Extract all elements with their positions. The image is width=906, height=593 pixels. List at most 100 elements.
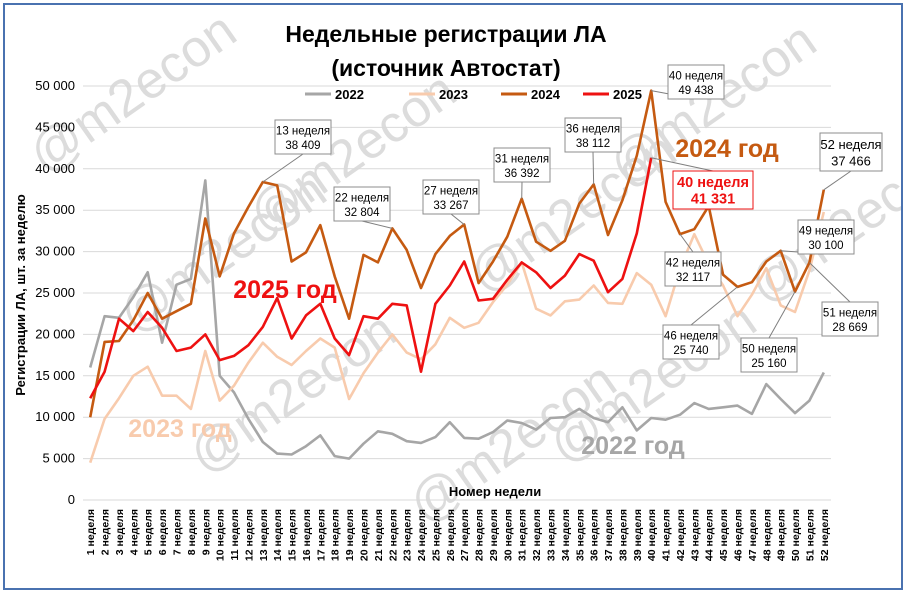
annotation-leader xyxy=(592,151,595,185)
x-tick-label: 46 неделя xyxy=(733,509,745,561)
x-tick-label: 26 неделя xyxy=(445,509,457,561)
annotation-box xyxy=(493,147,551,183)
annotation-week-27-2024: 27 неделя 33 267 xyxy=(422,179,480,225)
annotation-week-label: 50 неделя xyxy=(742,343,796,355)
annotation-box xyxy=(662,324,720,360)
series-line-2025 xyxy=(89,157,653,399)
annotation-value-label: 32 117 xyxy=(676,272,710,284)
big-label-2023-год: 2023 год xyxy=(128,415,232,443)
chart-title-line-1: Недельные регистрации ЛА xyxy=(285,21,606,47)
y-tick-label: 35 000 xyxy=(35,202,75,217)
annotation-week-label: 42 неделя xyxy=(666,257,720,269)
annotation-value-label: 49 438 xyxy=(678,85,713,97)
y-axis-label: Регистрации ЛА, шт. за неделю xyxy=(13,194,28,395)
x-tick-label: 39 неделя xyxy=(632,509,644,561)
x-tick-label: 8 неделя xyxy=(186,509,198,555)
annotation-value-label: 36 392 xyxy=(504,168,539,180)
x-tick-label: 16 неделя xyxy=(301,509,313,561)
x-tick-label: 31 неделя xyxy=(517,509,529,561)
chart-canvas: @m2econ@m2econ@m2econ@m2econ @m2econ@m2ec… xyxy=(13,5,901,561)
x-tick-label: 37 неделя xyxy=(603,509,615,561)
x-tick-label: 45 неделя xyxy=(718,509,730,561)
annotation-box xyxy=(672,170,754,210)
x-tick-label: 35 неделя xyxy=(574,509,586,561)
x-tick-label: 22 неделя xyxy=(387,509,399,561)
x-tick-label: 44 неделя xyxy=(704,509,716,561)
x-tick-label: 24 неделя xyxy=(416,509,428,561)
x-tick-label: 20 неделя xyxy=(359,509,371,561)
annotation-week-50-2024: 50 неделя 25 160 xyxy=(740,291,798,373)
big-label-2024-год: 2024 год xyxy=(675,135,779,163)
annotation-leader xyxy=(768,291,796,339)
x-tick-label: 14 неделя xyxy=(272,509,284,561)
x-tick-label: 40 неделя xyxy=(646,509,658,561)
annotation-value-label: 28 669 xyxy=(832,322,867,334)
x-tick-label: 51 неделя xyxy=(804,509,816,561)
annotation-week-49-2024: 49 неделя 30 100 xyxy=(780,219,855,255)
legend-label-2022: 2022 xyxy=(335,87,364,102)
y-tick-label: 30 000 xyxy=(35,244,75,259)
x-tick-label: 38 неделя xyxy=(617,509,629,561)
y-tick-label: 40 000 xyxy=(35,161,75,176)
x-axis-label: Номер недели xyxy=(449,484,541,499)
y-tick-label: 45 000 xyxy=(35,119,75,134)
annotation-week-13-2024: 13 неделя 38 409 xyxy=(262,119,332,183)
annotation-week-31-2024: 31 неделя 36 392 xyxy=(493,147,551,199)
series-line-2023 xyxy=(88,211,826,464)
x-tick-label: 25 неделя xyxy=(430,509,442,561)
annotations: 13 неделя 38 409 22 неделя 32 804 27 неделя 3… xyxy=(262,64,883,373)
x-tick-label: 49 неделя xyxy=(776,509,788,561)
x-tick-label: 48 неделя xyxy=(761,509,773,561)
annotation-box xyxy=(797,219,855,255)
x-tick-label: 29 неделя xyxy=(488,509,500,561)
x-tick-label: 47 неделя xyxy=(747,509,759,561)
annotation-box xyxy=(667,64,725,100)
annotation-week-46-2024: 46 неделя 25 740 xyxy=(662,286,738,360)
x-tick-label: 6 неделя xyxy=(157,509,169,555)
annotation-week-label: 49 неделя xyxy=(799,225,853,237)
annotation-box xyxy=(740,337,798,373)
x-tick-label: 11 неделя xyxy=(229,509,241,561)
x-tick-label: 7 неделя xyxy=(172,509,184,555)
annotation-week-51-2024: 51 неделя 28 669 xyxy=(809,262,879,337)
x-tick-label: 1 неделя xyxy=(85,509,97,555)
annotation-value-label: 25 160 xyxy=(751,358,786,370)
annotation-box xyxy=(821,301,879,337)
x-tick-label: 4 неделя xyxy=(128,509,140,555)
annotation-box xyxy=(564,117,622,153)
legend-label-2023: 2023 xyxy=(439,87,468,102)
legend-label-2024: 2024 xyxy=(531,87,561,102)
y-tick-label: 25 000 xyxy=(35,285,75,300)
annotation-week-22-2024: 22 неделя 32 804 xyxy=(333,186,393,229)
chart-frame: @m2econ @m2econ @m2econ @m2econ @m2econ @m2ec… xyxy=(3,3,903,590)
annotation-leader xyxy=(823,170,852,191)
x-tick-label: 15 неделя xyxy=(287,509,299,561)
x-tick-label: 30 неделя xyxy=(502,509,514,561)
y-tick-label: 0 xyxy=(68,492,75,507)
annotation-value-label: 38 409 xyxy=(285,140,320,152)
annotation-week-42-2024: 42 неделя 32 117 xyxy=(664,233,722,287)
annotation-week-label: 31 неделя xyxy=(495,153,549,165)
x-tick-label: 3 неделя xyxy=(114,509,126,555)
x-tick-label: 27 неделя xyxy=(459,509,471,561)
big-label-2025-год: 2025 год xyxy=(233,276,337,304)
series-line-2024 xyxy=(88,89,826,418)
annotation-value-label: 41 331 xyxy=(691,191,735,207)
annotation-week-36-2024: 36 неделя 38 112 xyxy=(564,117,622,185)
x-tick-label: 13 неделя xyxy=(258,509,270,561)
annotation-leader xyxy=(262,153,304,183)
x-tick-label: 33 неделя xyxy=(546,509,558,561)
annotation-box xyxy=(274,119,332,155)
annotation-leader xyxy=(450,213,465,225)
x-tick-label: 36 неделя xyxy=(589,509,601,561)
annotation-leader xyxy=(809,262,851,303)
annotation-value-label: 30 100 xyxy=(808,240,843,252)
x-tick-label: 50 неделя xyxy=(790,509,802,561)
x-tick-label: 10 неделя xyxy=(215,509,227,561)
annotation-week-label: 40 неделя xyxy=(669,70,723,82)
annotation-leader xyxy=(651,157,714,172)
x-tick-label: 42 неделя xyxy=(675,509,687,561)
x-tick-label: 21 неделя xyxy=(373,509,385,561)
x-tick-label: 2 неделя xyxy=(100,509,112,555)
